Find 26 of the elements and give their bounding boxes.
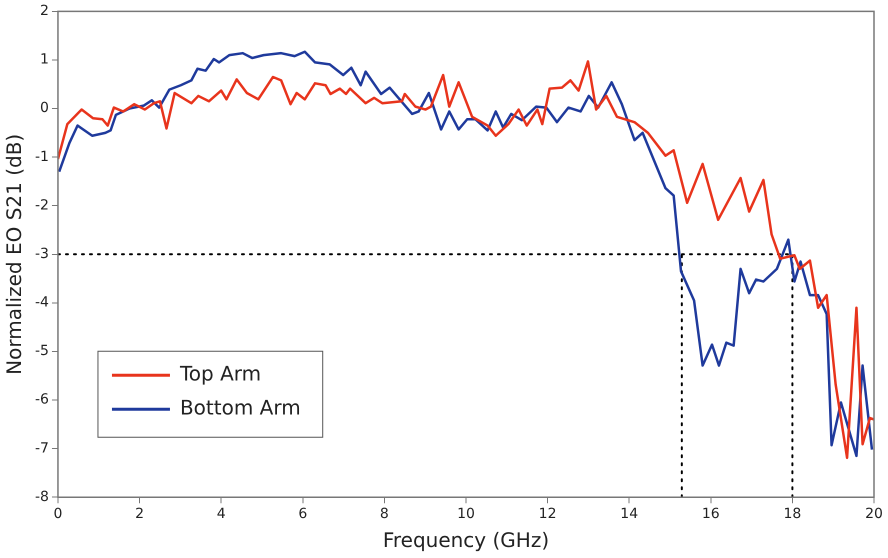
x-axis-title: Frequency (GHz): [382, 528, 550, 552]
y-tick-label: 2: [40, 3, 49, 20]
y-tick-label: -8: [34, 488, 49, 505]
x-tick-label: 0: [54, 506, 62, 522]
y-tick-label: -2: [34, 197, 49, 214]
legend-label: Top Arm: [178, 361, 262, 386]
x-tick-label: 8: [380, 506, 389, 522]
x-tick-label: 20: [865, 506, 883, 522]
x-tick-label: 14: [620, 506, 638, 522]
x-tick-label: 10: [457, 506, 475, 522]
y-tick-label: -6: [34, 392, 50, 408]
y-tick-label: -3: [34, 246, 49, 262]
x-tick-label: 16: [702, 506, 720, 522]
y-tick-label: -7: [34, 440, 49, 456]
x-tick-label: 18: [783, 506, 802, 522]
x-tick-label: 6: [298, 506, 308, 522]
y-tick-label: -5: [34, 343, 49, 360]
y-tick-label: -1: [34, 148, 49, 165]
legend-label: Bottom Arm: [180, 395, 301, 420]
x-tick-label: 2: [135, 506, 144, 522]
y-tick-label: 0: [40, 100, 49, 116]
x-tick-label: 4: [216, 506, 226, 522]
x-tick-label: 12: [538, 506, 556, 522]
y-axis-title: Normalized EO S21 (dB): [2, 134, 26, 375]
y-tick-label: -4: [34, 294, 50, 311]
y-tick-label: 1: [40, 52, 49, 68]
